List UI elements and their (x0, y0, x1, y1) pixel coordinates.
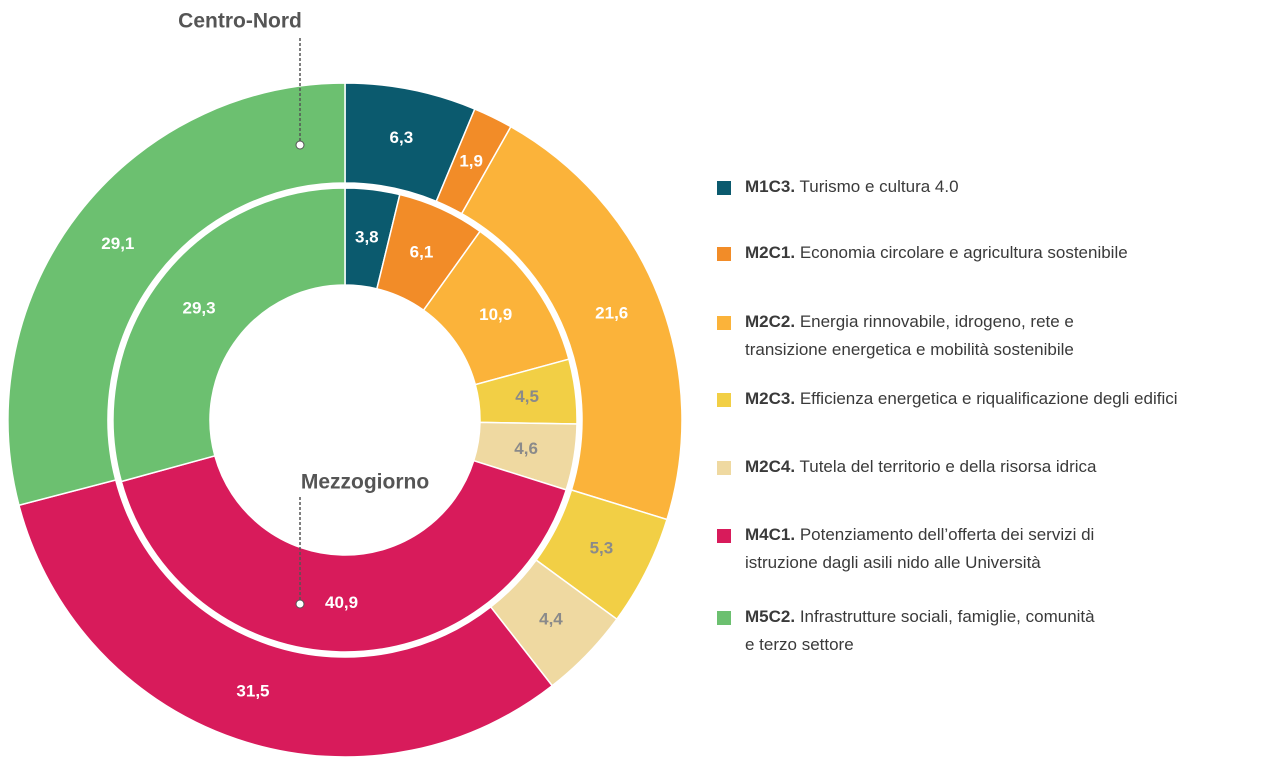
legend-line: istruzione dagli asili nido alle Univers… (745, 549, 1094, 577)
legend-text: M2C3. Efficienza energetica e riqualific… (745, 385, 1178, 413)
legend-code: M2C2. (745, 312, 796, 331)
data-label: 40,9 (325, 593, 358, 612)
data-label: 21,6 (595, 304, 628, 323)
data-label: 4,6 (514, 439, 538, 458)
data-label: 1,9 (459, 152, 483, 171)
legend-line: M4C1. Potenziamento dell’offerta dei ser… (745, 521, 1094, 549)
legend-text: M5C2. Infrastrutture sociali, famiglie, … (745, 603, 1095, 659)
legend-description: transizione energetica e mobilità sosten… (745, 340, 1074, 359)
data-label: 10,9 (479, 305, 512, 324)
legend-text: M2C4. Tutela del territorio e della riso… (745, 453, 1097, 481)
legend-code: M5C2. (745, 607, 796, 626)
legend-line: e terzo settore (745, 631, 1095, 659)
legend-swatch (717, 247, 731, 261)
legend-line: transizione energetica e mobilità sosten… (745, 336, 1074, 364)
legend-line: M2C1. Economia circolare e agricultura s… (745, 239, 1128, 267)
legend-description: Energia rinnovabile, idrogeno, rete e (799, 312, 1074, 331)
legend-swatch (717, 393, 731, 407)
legend-description: Tutela del territorio e della risorsa id… (799, 457, 1097, 476)
data-label: 31,5 (236, 681, 269, 700)
donut-segment (112, 187, 346, 483)
legend-line: M2C3. Efficienza energetica e riqualific… (745, 385, 1178, 413)
legend-line: M5C2. Infrastrutture sociali, famiglie, … (745, 603, 1095, 631)
legend-text: M2C2. Energia rinnovabile, idrogeno, ret… (745, 308, 1074, 364)
legend-text: M1C3. Turismo e cultura 4.0 (745, 173, 959, 201)
data-label: 6,3 (390, 128, 414, 147)
legend-code: M4C1. (745, 525, 796, 544)
series-label: Centro-Nord (178, 10, 302, 33)
data-label: 3,8 (355, 227, 379, 246)
callout-dot (295, 140, 305, 150)
data-label: 5,3 (590, 538, 614, 557)
legend-line: M2C4. Tutela del territorio e della riso… (745, 453, 1097, 481)
data-label: 4,4 (539, 609, 563, 628)
legend-swatch (717, 461, 731, 475)
legend-line: M1C3. Turismo e cultura 4.0 (745, 173, 959, 201)
legend-description: Potenziamento dell’offerta dei servizi d… (799, 525, 1095, 544)
series-label: Mezzogiorno (301, 471, 429, 494)
legend-code: M2C3. (745, 389, 796, 408)
data-label: 29,3 (183, 298, 216, 317)
legend-text: M2C1. Economia circolare e agricultura s… (745, 239, 1128, 267)
legend-swatch (717, 611, 731, 625)
legend-code: M1C3. (745, 177, 796, 196)
data-label: 4,5 (515, 387, 539, 406)
data-label: 6,1 (410, 243, 434, 262)
legend-swatch (717, 316, 731, 330)
donut-segment (7, 82, 346, 507)
donut-segment (18, 479, 554, 758)
legend-text: M4C1. Potenziamento dell’offerta dei ser… (745, 521, 1094, 577)
legend-description: Infrastrutture sociali, famiglie, comuni… (799, 607, 1095, 626)
legend-swatch (717, 529, 731, 543)
legend-swatch (717, 181, 731, 195)
legend-description: e terzo settore (745, 635, 854, 654)
data-label: 29,1 (101, 234, 134, 253)
legend-code: M2C4. (745, 457, 796, 476)
legend-line: M2C2. Energia rinnovabile, idrogeno, ret… (745, 308, 1074, 336)
legend-description: Economia circolare e agricultura sosteni… (799, 243, 1128, 262)
callout-dot (295, 599, 305, 609)
legend-description: istruzione dagli asili nido alle Univers… (745, 553, 1041, 572)
legend-code: M2C1. (745, 243, 796, 262)
legend-description: Efficienza energetica e riqualificazione… (799, 389, 1178, 408)
donut-segment (120, 454, 568, 653)
legend-description: Turismo e cultura 4.0 (799, 177, 959, 196)
ring-separator (109, 184, 581, 656)
